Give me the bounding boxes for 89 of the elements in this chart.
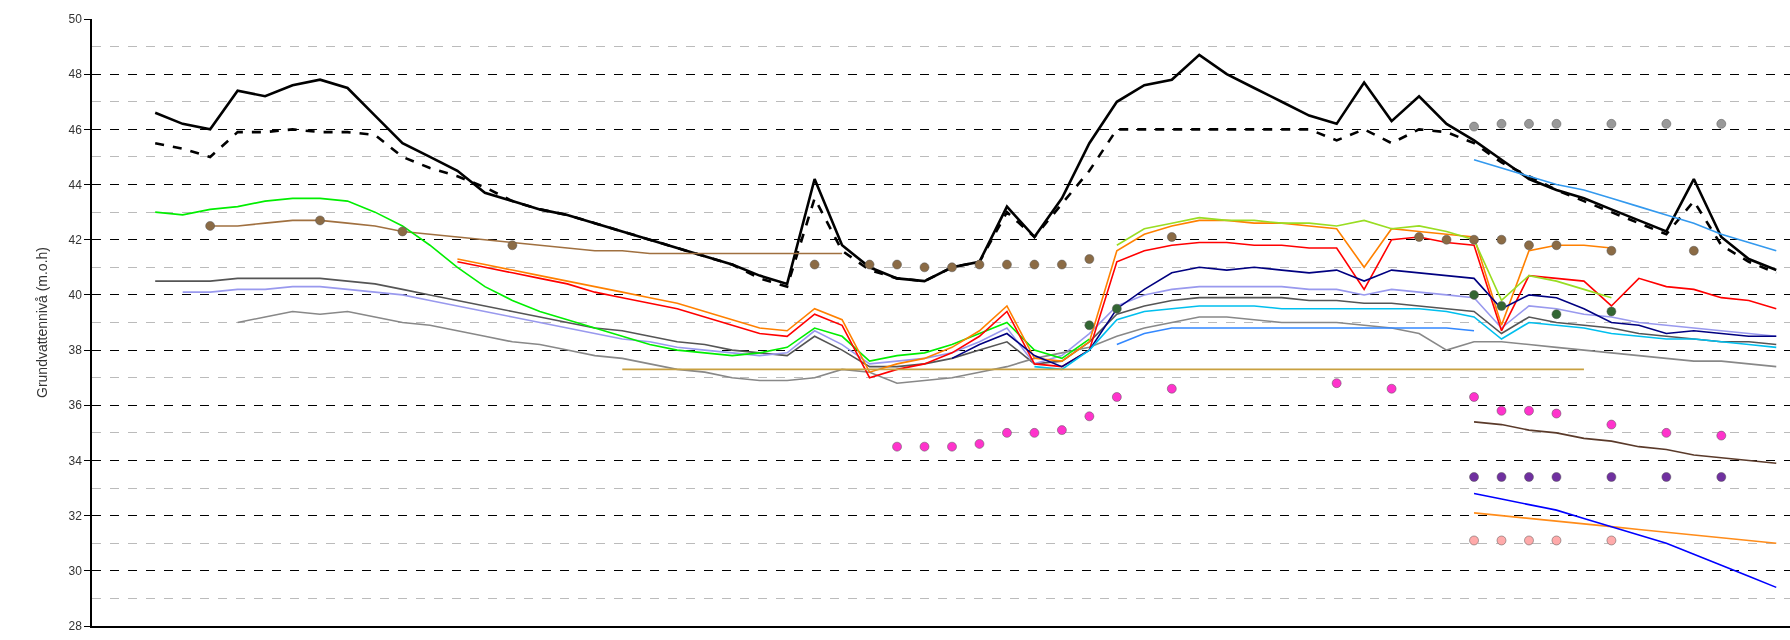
point [892, 441, 902, 452]
line-series [1473, 421, 1778, 465]
point [1716, 119, 1727, 129]
point [1469, 535, 1479, 546]
point [1551, 240, 1562, 250]
point [1661, 472, 1672, 482]
point [1331, 378, 1342, 388]
point [1496, 535, 1507, 546]
point [1112, 303, 1122, 314]
y-tick-label: 32 [68, 508, 83, 523]
point [1524, 472, 1534, 482]
point [1661, 119, 1672, 129]
y-tick-label: 42 [68, 232, 83, 247]
line-series [951, 266, 1778, 368]
point [1524, 240, 1534, 250]
point [974, 439, 985, 449]
point [507, 240, 518, 250]
y-tick-label: 50 [68, 12, 83, 27]
point [974, 259, 985, 270]
point [1057, 425, 1067, 435]
point [397, 226, 408, 237]
point [1167, 232, 1177, 242]
point [809, 259, 820, 270]
point [864, 259, 875, 270]
line-series [1116, 327, 1475, 346]
point [1469, 290, 1479, 300]
y-axis-title: Grundvattennivå (m.o.h) [33, 247, 50, 398]
point [1496, 406, 1507, 416]
point [947, 441, 957, 452]
point [1441, 234, 1452, 245]
point [1551, 408, 1562, 419]
point [1002, 259, 1012, 270]
point [1661, 428, 1672, 438]
point [1606, 419, 1617, 430]
point [1469, 234, 1479, 245]
point [1029, 259, 1040, 270]
point [1496, 301, 1507, 311]
point [1112, 392, 1122, 402]
point [315, 215, 325, 226]
y-tick-label: 30 [68, 564, 83, 579]
line-series [1473, 158, 1778, 252]
point [892, 259, 902, 270]
point [1524, 406, 1534, 416]
point [205, 221, 215, 231]
point [947, 262, 957, 273]
y-tick-label: 40 [68, 288, 83, 303]
point [1469, 472, 1479, 482]
line-series [1473, 512, 1778, 545]
y-tick-label: 34 [68, 453, 83, 468]
y-tick-label: 48 [68, 67, 83, 82]
point [1469, 392, 1479, 402]
point [1084, 320, 1095, 331]
point [1606, 246, 1617, 256]
point [1551, 119, 1562, 129]
point [1167, 383, 1177, 394]
line-series [236, 310, 1778, 384]
point [1606, 535, 1617, 546]
point [1414, 232, 1424, 242]
point [1524, 119, 1534, 129]
y-tick-label: 44 [68, 177, 83, 192]
point [1496, 234, 1507, 245]
point [919, 262, 930, 273]
point [1716, 430, 1727, 441]
point [1469, 121, 1479, 132]
y-tick-label: 36 [68, 398, 83, 413]
line-series [1033, 305, 1778, 371]
point [1551, 472, 1562, 482]
y-tick-label: 46 [68, 122, 83, 137]
point [1606, 306, 1617, 317]
point [1002, 428, 1012, 438]
point [1524, 535, 1534, 546]
point [1496, 119, 1507, 129]
line-series [1473, 492, 1778, 589]
y-tick-label: 38 [68, 343, 83, 358]
point [1551, 535, 1562, 546]
line-series [154, 197, 1091, 362]
point [1029, 428, 1040, 438]
point [1386, 383, 1397, 394]
point [1084, 411, 1095, 422]
point [1084, 254, 1095, 264]
point [1496, 472, 1507, 482]
point [1606, 472, 1617, 482]
point [1551, 309, 1562, 319]
point [1716, 472, 1727, 482]
point [1689, 246, 1699, 256]
y-tick-label: 28 [68, 619, 83, 634]
point [919, 441, 930, 452]
point [1057, 259, 1067, 270]
point [1606, 119, 1617, 129]
